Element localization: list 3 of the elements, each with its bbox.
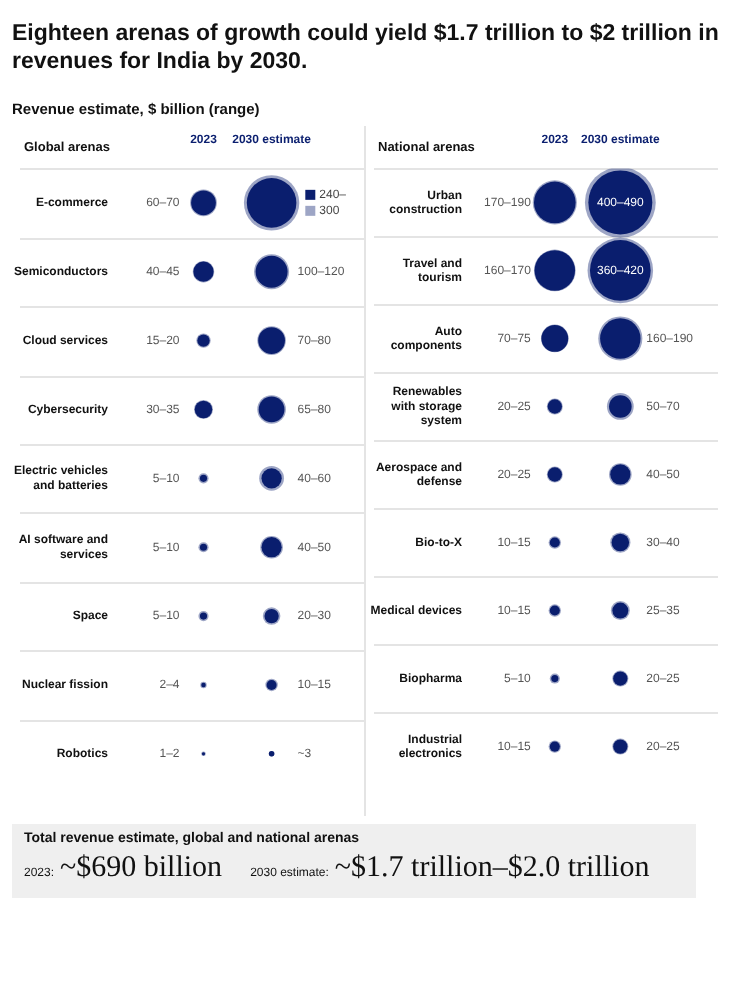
text: Eighteen arenas of growth could yield $1.7 trillion to $2 trillion in revenues for India by 2030. — [12, 20, 721, 76]
text: ~$1.7 trillion–$2.0 trillion — [334, 852, 650, 884]
text: ~$690 billion — [60, 852, 223, 884]
